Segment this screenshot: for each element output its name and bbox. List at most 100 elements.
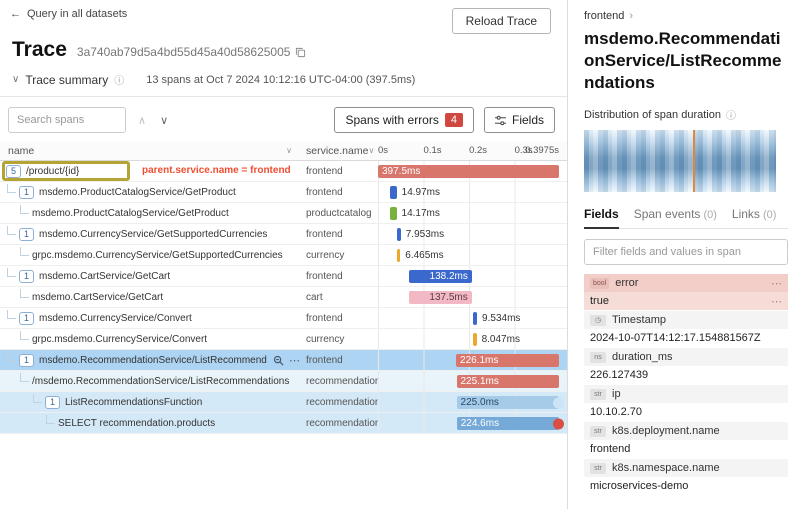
- table-header: name ∨ service.name ∨ 0s 0.1s 0.2s 0.3s 0.39…: [0, 141, 567, 161]
- span-duration-bar[interactable]: 138.2ms: [408, 270, 472, 283]
- span-duration-bar[interactable]: [472, 333, 477, 346]
- span-duration-bar[interactable]: [472, 312, 478, 325]
- field-name-row[interactable]: bool error ⋯: [584, 274, 788, 293]
- duration-label: 9.534ms: [482, 313, 521, 324]
- field-menu-icon[interactable]: ⋯: [771, 277, 782, 290]
- field-menu-icon[interactable]: ⋯: [771, 295, 782, 308]
- span-count-badge[interactable]: 1: [19, 311, 34, 325]
- span-name-cell[interactable]: msdemo.ProductCatalogService/GetProduct: [0, 203, 300, 223]
- table-row[interactable]: 1 ListRecommendationsFunction recommenda…: [0, 392, 567, 413]
- span-name-cell[interactable]: msdemo.CartService/GetCart: [0, 287, 300, 307]
- span-duration-bar[interactable]: [389, 186, 397, 199]
- spans-with-errors-button[interactable]: Spans with errors 4: [334, 107, 474, 133]
- name-column-header[interactable]: name ∨: [8, 144, 292, 157]
- annotation-text: parent.service.name = frontend: [142, 165, 291, 176]
- span-name-cell[interactable]: 1 msdemo.CurrencyService/Convert: [0, 308, 300, 328]
- field-name-row[interactable]: str k8s.namespace.name ⋯: [584, 459, 788, 478]
- fields-button[interactable]: Fields: [483, 107, 555, 133]
- span-duration-bar[interactable]: 225.1ms: [456, 375, 559, 388]
- field-name-row[interactable]: ◷ Timestamp ⋯: [584, 311, 788, 330]
- span-duration-bar[interactable]: [397, 228, 401, 241]
- duration-heatmap[interactable]: [584, 130, 776, 193]
- span-duration-bar[interactable]: [397, 249, 401, 262]
- table-row[interactable]: 1 msdemo.CartService/GetCart frontend 13…: [0, 266, 567, 287]
- span-name: /msdemo.RecommendationService/ListRecomm…: [32, 375, 290, 387]
- field-value-row[interactable]: frontend ⋯: [584, 440, 788, 458]
- more-icon[interactable]: ⋯: [289, 354, 300, 367]
- span-duration-bar[interactable]: 226.1ms: [456, 354, 559, 367]
- table-row[interactable]: msdemo.ProductCatalogService/GetProduct …: [0, 203, 567, 224]
- service-column-header[interactable]: service.name ∨: [306, 144, 375, 157]
- timeline-tick: 0.3s: [514, 145, 533, 156]
- span-duration-bar[interactable]: [390, 207, 397, 220]
- table-row[interactable]: grpc.msdemo.CurrencyService/GetSupported…: [0, 245, 567, 266]
- field-row: ns duration_ms ⋯ 226.127439 ⋯: [584, 348, 788, 384]
- zoom-icon[interactable]: [273, 355, 284, 366]
- info-icon: ⓘ: [114, 76, 125, 87]
- service-name: recommendation: [306, 396, 378, 408]
- table-row[interactable]: msdemo.CartService/GetCart cart 137.5ms: [0, 287, 567, 308]
- prev-match-icon[interactable]: ∧: [138, 114, 147, 127]
- span-name-cell[interactable]: 5 /product/{id} parent.service.name = fr…: [0, 161, 300, 181]
- span-name-cell[interactable]: 1 msdemo.ProductCatalogService/GetProduc…: [0, 182, 300, 202]
- span-name-cell[interactable]: /msdemo.RecommendationService/ListRecomm…: [0, 371, 300, 391]
- table-row[interactable]: SELECT recommendation.products recommend…: [0, 413, 567, 434]
- reload-trace-button[interactable]: Reload Trace: [451, 8, 551, 34]
- back-to-query-link[interactable]: ← Query in all datasets: [10, 8, 127, 20]
- span-name-cell[interactable]: 1 msdemo.CurrencyService/GetSupportedCur…: [0, 224, 300, 244]
- span-duration-bar[interactable]: 137.5ms: [409, 291, 472, 304]
- span-count-badge[interactable]: 1: [19, 185, 34, 199]
- table-row[interactable]: 1 msdemo.ProductCatalogService/GetProduc…: [0, 182, 567, 203]
- span-count-badge[interactable]: 1: [19, 227, 34, 241]
- span-name-cell[interactable]: SELECT recommendation.products: [0, 413, 300, 433]
- table-row[interactable]: /msdemo.RecommendationService/ListRecomm…: [0, 371, 567, 392]
- field-name-row[interactable]: str ip ⋯: [584, 385, 788, 404]
- tree-connector: [20, 372, 29, 382]
- field-value-row[interactable]: 2024-10-07T14:12:17.154881567Z ⋯: [584, 329, 788, 347]
- field-row: str k8s.namespace.name ⋯ microservices-d…: [584, 459, 788, 495]
- field-value-row[interactable]: true ⋯: [584, 292, 788, 311]
- span-duration-bar[interactable]: 397.5ms: [378, 165, 559, 178]
- tree-connector: [20, 330, 29, 340]
- span-count-badge[interactable]: 1: [19, 353, 34, 367]
- filter-fields-input[interactable]: [584, 239, 788, 266]
- copy-icon[interactable]: [295, 47, 306, 58]
- field-type-badge: str: [590, 425, 606, 437]
- trace-summary-label[interactable]: Trace summary: [25, 72, 109, 87]
- span-name-cell[interactable]: 1 ListRecommendationsFunction: [0, 392, 300, 412]
- tree-indent: [6, 423, 46, 424]
- field-value-row[interactable]: 10.10.2.70 ⋯: [584, 403, 788, 421]
- tab-span-events[interactable]: Span events (0): [633, 207, 717, 222]
- span-name-cell[interactable]: 1 msdemo.RecommendationService/ListRecom…: [0, 350, 300, 370]
- table-row[interactable]: 5 /product/{id} parent.service.name = fr…: [0, 161, 567, 182]
- timeline-tick: 0.3975s: [525, 145, 559, 156]
- span-count-badge[interactable]: 1: [45, 395, 60, 409]
- table-row[interactable]: 1 msdemo.CurrencyService/GetSupportedCur…: [0, 224, 567, 245]
- field-name-row[interactable]: ns duration_ms ⋯: [584, 348, 788, 367]
- tab-fields[interactable]: Fields: [584, 207, 619, 230]
- next-match-icon[interactable]: ∨: [160, 114, 169, 127]
- timeline-cell: 7.953ms: [378, 224, 559, 244]
- breadcrumb-service[interactable]: frontend: [584, 10, 625, 22]
- field-value-row[interactable]: 226.127439 ⋯: [584, 366, 788, 384]
- tab-links[interactable]: Links (0): [731, 207, 777, 222]
- span-name-cell[interactable]: grpc.msdemo.CurrencyService/Convert: [0, 329, 300, 349]
- service-name-cell: recommendation: [300, 397, 378, 408]
- span-count-badge[interactable]: 5: [6, 164, 21, 178]
- table-row[interactable]: 1 msdemo.RecommendationService/ListRecom…: [0, 350, 567, 371]
- table-row[interactable]: grpc.msdemo.CurrencyService/Convert curr…: [0, 329, 567, 350]
- span-duration-bar[interactable]: 225.0ms: [456, 396, 564, 409]
- span-name-cell[interactable]: grpc.msdemo.CurrencyService/GetSupported…: [0, 245, 300, 265]
- span-name-cell[interactable]: 1 msdemo.CartService/GetCart: [0, 266, 300, 286]
- search-spans-input[interactable]: [8, 107, 126, 133]
- span-count-badge[interactable]: 1: [19, 269, 34, 283]
- service-name-cell: frontend: [300, 229, 378, 240]
- field-name-row[interactable]: str k8s.deployment.name ⋯: [584, 422, 788, 441]
- table-row[interactable]: 1 msdemo.CurrencyService/Convert fronten…: [0, 308, 567, 329]
- span-duration-bar[interactable]: 224.6ms: [456, 417, 564, 430]
- breadcrumb[interactable]: frontend ›: [584, 10, 788, 22]
- span-name: grpc.msdemo.CurrencyService/GetSupported…: [32, 249, 283, 261]
- duration-label: 397.5ms: [382, 166, 421, 177]
- field-value-row[interactable]: microservices-demo ⋯: [584, 477, 788, 495]
- chevron-down-icon[interactable]: ∨: [12, 74, 20, 85]
